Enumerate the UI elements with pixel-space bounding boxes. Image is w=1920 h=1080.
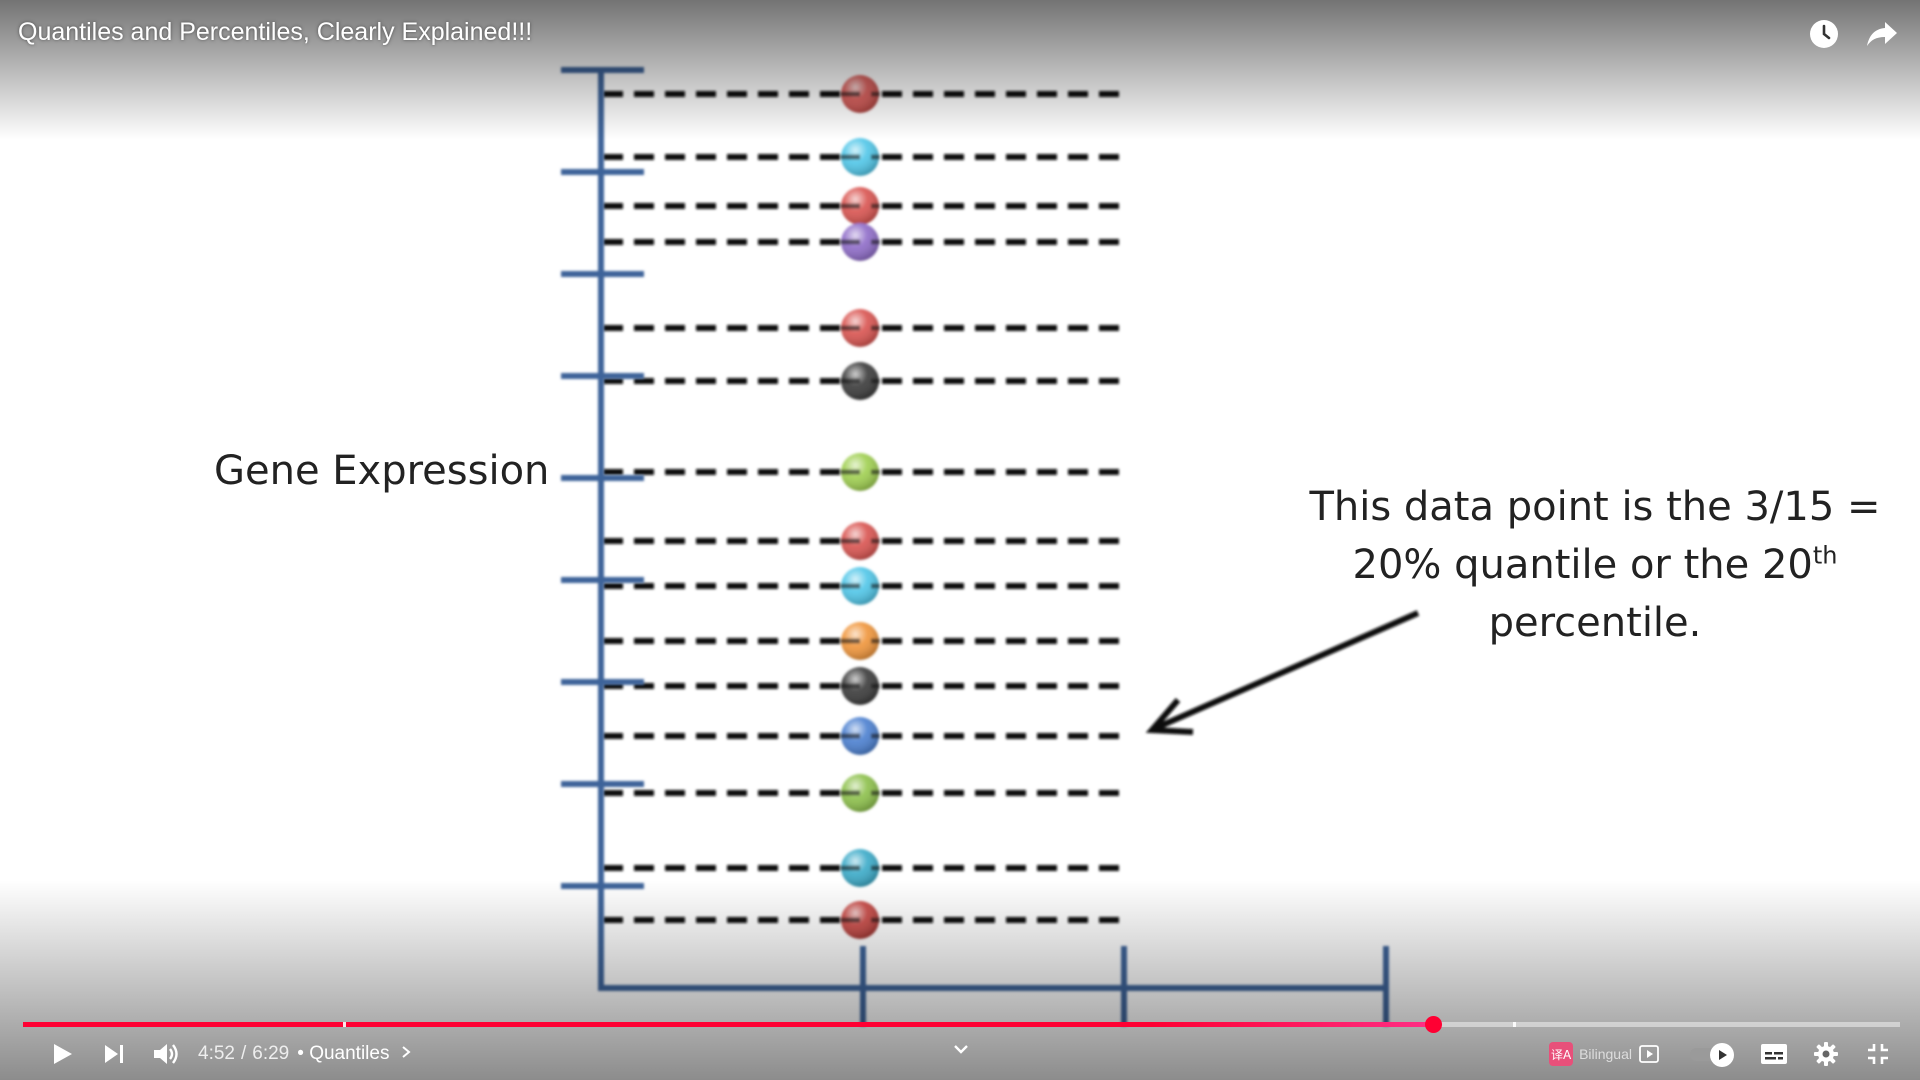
watch-later-icon[interactable] [1804, 14, 1844, 54]
current-time: 4:52 [198, 1043, 235, 1064]
data-point [840, 774, 880, 812]
chapter-prefix: • [297, 1043, 304, 1064]
chevron-down-icon[interactable] [948, 1040, 974, 1060]
data-point [840, 138, 880, 176]
annotation-line-3: percentile. [1488, 600, 1702, 646]
data-point [840, 75, 880, 113]
chapter-marker [343, 1022, 346, 1027]
play-button[interactable] [36, 1034, 88, 1074]
gear-icon [1814, 1042, 1838, 1066]
settings-button[interactable] [1800, 1034, 1852, 1074]
gene-expression-label: Gene Expression [214, 448, 550, 494]
volume-icon [154, 1044, 178, 1064]
data-point [840, 223, 880, 261]
data-point [840, 362, 880, 400]
exit-fullscreen-button[interactable] [1852, 1034, 1904, 1074]
time-display: 4:52/6:29 [198, 1043, 290, 1064]
bilingual-button[interactable]: 译A Bilingual [1549, 1042, 1662, 1066]
subtitles-icon [1761, 1044, 1787, 1064]
progress-played [23, 1022, 1433, 1027]
annotation-line-1: This data point is the 3/15 = [1309, 484, 1881, 530]
annotation-arrow [1156, 610, 1420, 730]
share-icon[interactable] [1862, 14, 1902, 54]
annotation-text: This data point is the 3/15 = 20% quanti… [1300, 478, 1890, 652]
data-point [840, 717, 880, 755]
exit-fullscreen-icon [1868, 1044, 1888, 1064]
video-title[interactable]: Quantiles and Percentiles, Clearly Expla… [18, 18, 533, 46]
data-point [840, 901, 880, 939]
next-icon [105, 1045, 123, 1063]
chevron-right-icon [402, 1046, 411, 1058]
translate-icon: 译A [1549, 1042, 1574, 1066]
play-icon [54, 1044, 72, 1064]
volume-button[interactable] [140, 1034, 192, 1074]
data-point [840, 667, 880, 705]
controls-right: 译A Bilingual [1549, 1034, 1904, 1074]
data-point [840, 849, 880, 887]
autoplay-play-icon [1719, 1050, 1727, 1060]
chapter-title: Quantiles [309, 1043, 390, 1064]
bilingual-player-icon [1639, 1045, 1659, 1063]
autoplay-toggle[interactable] [1690, 1043, 1734, 1067]
top-actions [1804, 14, 1902, 54]
toggle-knob [1710, 1043, 1734, 1067]
data-point [840, 567, 880, 605]
data-point [840, 622, 880, 660]
duration: 6:29 [252, 1043, 290, 1064]
chapter-button[interactable]: • Quantiles [297, 1043, 411, 1065]
next-button[interactable] [88, 1034, 140, 1074]
data-point [840, 187, 880, 225]
annotation-arrowhead [1145, 698, 1194, 735]
progress-bar[interactable] [23, 1016, 1900, 1033]
controls-left: 4:52/6:29 • Quantiles [36, 1034, 411, 1074]
data-point [840, 453, 880, 491]
annotation-line-2: 20% quantile or the 20th [1352, 541, 1838, 588]
data-point [840, 522, 880, 560]
progress-scrubber[interactable] [1424, 1016, 1442, 1033]
data-point [840, 309, 880, 347]
chapter-marker [1513, 1022, 1516, 1027]
bilingual-label: Bilingual [1579, 1046, 1632, 1062]
subtitles-button[interactable] [1748, 1034, 1800, 1074]
